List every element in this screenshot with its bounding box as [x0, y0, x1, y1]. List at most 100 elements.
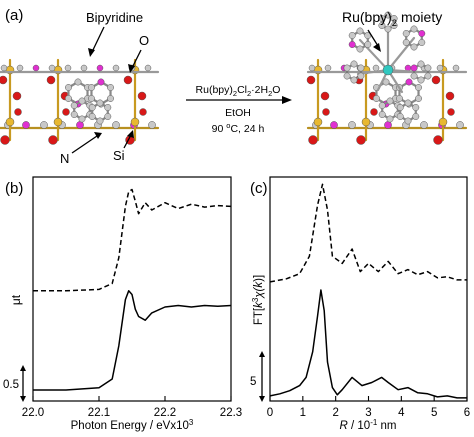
nitrogen-atom	[348, 41, 356, 48]
silicon-label: Si	[113, 148, 125, 163]
carbon-atom	[65, 84, 72, 91]
carbon-atom	[417, 76, 425, 84]
carbon-atom	[412, 113, 420, 120]
nitrogen-label: N	[60, 151, 69, 166]
carbon-atom	[65, 95, 72, 102]
dashed-series-line	[269, 183, 467, 283]
carbon-atom	[350, 60, 358, 68]
carbon-atom	[144, 64, 152, 72]
plot-c-scale-label: 5	[250, 376, 256, 388]
plot-c-xticks: 0 1 2 3 4 5 6	[267, 396, 470, 419]
carbon-atom	[343, 64, 351, 72]
carbon-atom	[88, 104, 96, 111]
solid-series-line	[269, 289, 467, 399]
carbon-atom	[112, 121, 120, 129]
carbon-atom	[402, 30, 410, 37]
carbon-atom	[80, 64, 88, 72]
silicon-atom	[438, 117, 448, 127]
nitrogen-atom	[76, 121, 84, 129]
plot-c-xlabel: R / 10-1 nm	[340, 418, 397, 432]
plot-b-xlabel: Photon Energy / eVx103	[71, 418, 194, 432]
carbon-atom	[452, 64, 460, 72]
reagent-label: Ru(bpy)2Cl2·2H2O	[196, 84, 281, 98]
bipyridine-arrowhead	[88, 48, 95, 57]
oxygen-atom	[137, 91, 147, 101]
carbon-atom	[410, 43, 418, 51]
xtick-label: 22.1	[88, 407, 110, 419]
carbon-atom	[324, 64, 332, 72]
carbon-atom	[424, 72, 432, 80]
xtick-label: 22.3	[220, 407, 242, 419]
oxygen-atom	[433, 135, 443, 145]
carbon-atom	[390, 15, 398, 22]
nitrogen-atom	[96, 64, 104, 72]
plot-c-ylabel: FT[k3χ(k)]	[251, 275, 265, 325]
carbon-atom	[456, 121, 464, 129]
carbon-atom	[436, 64, 444, 72]
carbon-atom	[356, 27, 364, 35]
plot-b-series	[33, 188, 232, 391]
ruthenium-atom	[382, 64, 394, 76]
silica-bipyridine-structure	[0, 58, 160, 145]
oxygen-atom	[139, 108, 147, 116]
silicon-arrowhead	[127, 130, 134, 138]
panel-b-tag: (b)	[5, 180, 23, 197]
nitrogen-atom	[418, 30, 426, 37]
carbon-atom	[78, 115, 86, 123]
carbon-atom	[410, 25, 418, 33]
nitrogen-atom	[97, 78, 105, 86]
oxygen-arrow	[131, 49, 142, 69]
nitrogen-atom	[410, 64, 418, 72]
carbon-atom	[356, 45, 364, 53]
plot-b-scale-label: 0.5	[3, 379, 19, 391]
plot-c-series	[269, 183, 467, 399]
nitrogen-arrow	[71, 135, 98, 154]
carbon-atom	[378, 102, 386, 109]
nitrogen-atom	[384, 121, 392, 129]
xtick-label: 22.0	[22, 407, 44, 419]
carbon-atom	[112, 64, 120, 72]
carbon-atom	[396, 95, 403, 102]
oxygen-atom	[356, 135, 366, 145]
carbon-atom	[104, 104, 112, 111]
xtick-label: 2	[332, 407, 338, 419]
carbon-atom	[404, 99, 412, 107]
carbon-atom	[372, 64, 380, 72]
oxygen-arrowhead	[128, 64, 135, 73]
carbon-atom	[384, 11, 392, 19]
xtick-label: 4	[398, 407, 405, 419]
carbon-atom	[104, 113, 112, 120]
carbon-atom	[378, 15, 386, 22]
conditions-label: 90 oC, 24 h	[212, 121, 265, 135]
carbon-atom	[96, 99, 104, 107]
carbon-atom	[386, 97, 394, 105]
xtick-label: 5	[431, 407, 437, 419]
carbon-atom	[308, 64, 316, 72]
oxygen-atom	[48, 135, 58, 145]
bond	[386, 36, 416, 72]
carbon-atom	[424, 64, 432, 72]
carbon-atom	[88, 84, 95, 91]
silicon-atom	[5, 117, 15, 127]
carbon-atom	[378, 22, 386, 29]
ru-moiety-arrow	[367, 29, 379, 47]
carbon-atom	[0, 64, 8, 72]
carbon-atom	[88, 95, 95, 102]
nitrogen-atom	[405, 78, 413, 86]
nitrogen-atom	[330, 121, 338, 129]
plot-c-scale-bar	[259, 351, 265, 402]
plot-b-xticks: 22.0 22.1 22.2 22.3	[22, 396, 242, 419]
oxygen-atom	[322, 108, 330, 116]
carbon-atom	[107, 84, 114, 91]
solid-series-line	[33, 290, 232, 391]
carbon-atom	[396, 104, 404, 111]
nitrogen-atom	[32, 64, 40, 72]
carbon-atom	[74, 78, 82, 86]
carbon-atom	[40, 121, 48, 129]
oxygen-atom	[14, 108, 22, 116]
carbon-atom	[48, 64, 56, 72]
oxygen-atom	[306, 75, 316, 85]
xtick-label: 22.2	[154, 407, 176, 419]
ru-bpy-grafted-structure	[306, 11, 468, 145]
